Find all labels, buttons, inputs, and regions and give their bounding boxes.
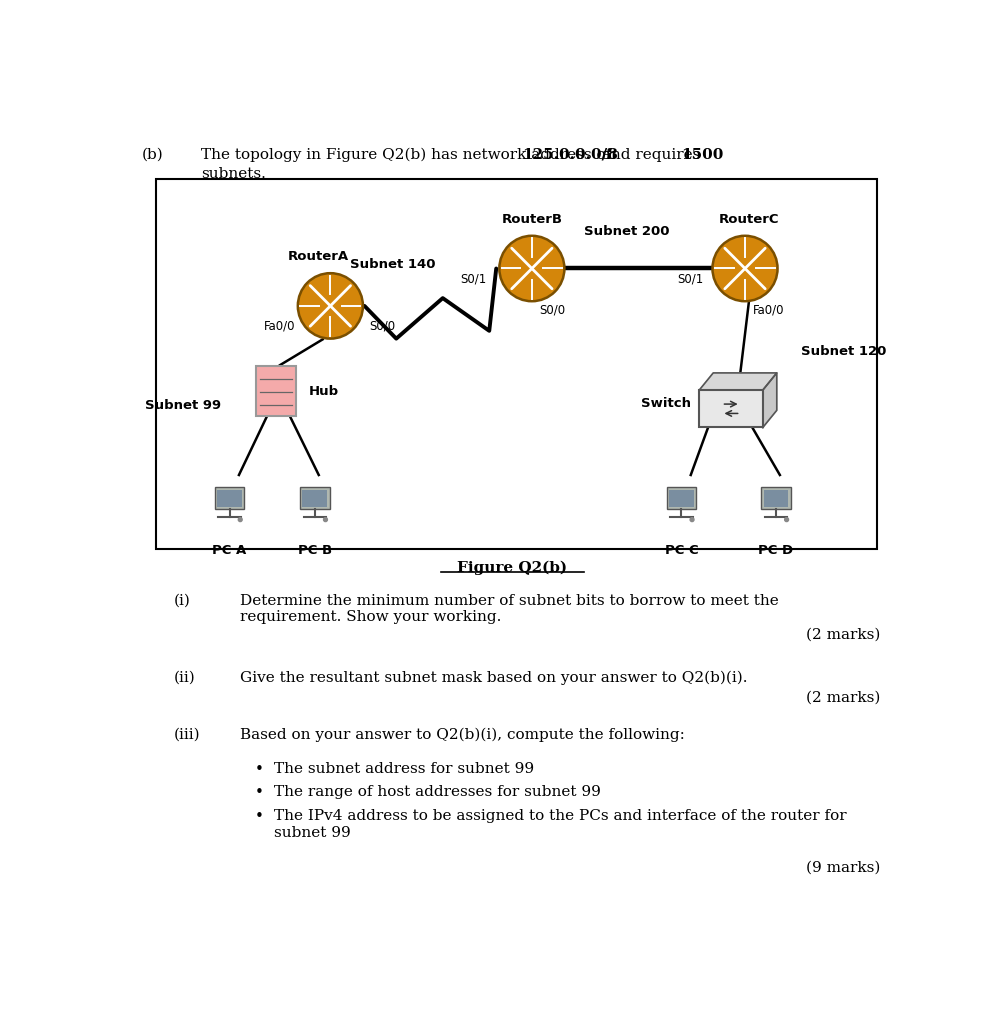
Circle shape: [324, 519, 327, 522]
FancyBboxPatch shape: [669, 490, 694, 508]
FancyBboxPatch shape: [215, 487, 244, 510]
Text: S0/0: S0/0: [540, 303, 566, 316]
Text: Subnet 99: Subnet 99: [145, 399, 221, 411]
Text: The subnet address for subnet 99: The subnet address for subnet 99: [274, 761, 534, 775]
Text: •: •: [255, 785, 264, 800]
Text: Give the resultant subnet mask based on your answer to Q2(b)(i).: Give the resultant subnet mask based on …: [240, 670, 747, 684]
Text: RouterB: RouterB: [501, 212, 562, 225]
FancyBboxPatch shape: [761, 487, 791, 510]
Circle shape: [712, 237, 778, 302]
Text: PC D: PC D: [758, 543, 794, 556]
Text: (9 marks): (9 marks): [806, 859, 881, 874]
Text: Determine the minimum number of subnet bits to borrow to meet the
requirement. S: Determine the minimum number of subnet b…: [240, 593, 778, 623]
Text: (iii): (iii): [174, 727, 200, 741]
Text: RouterC: RouterC: [719, 212, 779, 225]
Text: (i): (i): [174, 593, 191, 607]
Text: •: •: [255, 808, 264, 823]
Text: subnets.: subnets.: [201, 167, 266, 181]
Text: •: •: [255, 761, 264, 776]
Text: PC A: PC A: [212, 543, 247, 556]
Text: PC B: PC B: [298, 543, 332, 556]
Text: subnet 99: subnet 99: [274, 825, 351, 839]
Polygon shape: [763, 373, 777, 428]
Circle shape: [238, 519, 242, 522]
Text: (b): (b): [142, 148, 164, 162]
FancyBboxPatch shape: [699, 390, 763, 428]
FancyBboxPatch shape: [256, 366, 296, 417]
FancyBboxPatch shape: [217, 490, 242, 508]
Text: (ii): (ii): [174, 670, 196, 684]
Text: Hub: Hub: [309, 385, 339, 398]
Text: Based on your answer to Q2(b)(i), compute the following:: Based on your answer to Q2(b)(i), comput…: [240, 727, 685, 741]
Text: S0/0: S0/0: [369, 319, 395, 333]
FancyBboxPatch shape: [302, 490, 327, 508]
Text: S0/1: S0/1: [461, 272, 487, 285]
Circle shape: [499, 237, 564, 302]
Text: Subnet 140: Subnet 140: [350, 258, 435, 271]
Text: Subnet 200: Subnet 200: [584, 225, 670, 238]
Text: Fa0/0: Fa0/0: [264, 319, 296, 333]
Text: Figure Q2(b): Figure Q2(b): [457, 560, 568, 574]
FancyBboxPatch shape: [667, 487, 696, 510]
Text: (2 marks): (2 marks): [806, 691, 881, 705]
Text: 125.0.0.0/8: 125.0.0.0/8: [523, 148, 619, 162]
Polygon shape: [699, 373, 777, 390]
FancyBboxPatch shape: [300, 487, 330, 510]
Text: The range of host addresses for subnet 99: The range of host addresses for subnet 9…: [274, 785, 601, 799]
Text: Switch: Switch: [641, 396, 691, 409]
Text: Subnet 120: Subnet 120: [801, 345, 886, 358]
Text: The topology in Figure Q2(b) has network address of: The topology in Figure Q2(b) has network…: [201, 148, 616, 162]
Text: RouterA: RouterA: [288, 250, 349, 263]
FancyBboxPatch shape: [764, 490, 788, 508]
Text: The IPv4 address to be assigned to the PCs and interface of the router for: The IPv4 address to be assigned to the P…: [274, 808, 846, 822]
Circle shape: [785, 519, 789, 522]
Text: and requires: and requires: [597, 148, 705, 162]
Text: (2 marks): (2 marks): [806, 627, 881, 641]
FancyBboxPatch shape: [156, 180, 877, 549]
Text: Fa0/0: Fa0/0: [753, 303, 784, 316]
Text: 1500: 1500: [681, 148, 723, 162]
Text: PC C: PC C: [665, 543, 698, 556]
Text: S0/1: S0/1: [677, 272, 703, 285]
Circle shape: [690, 519, 694, 522]
Circle shape: [298, 274, 363, 340]
